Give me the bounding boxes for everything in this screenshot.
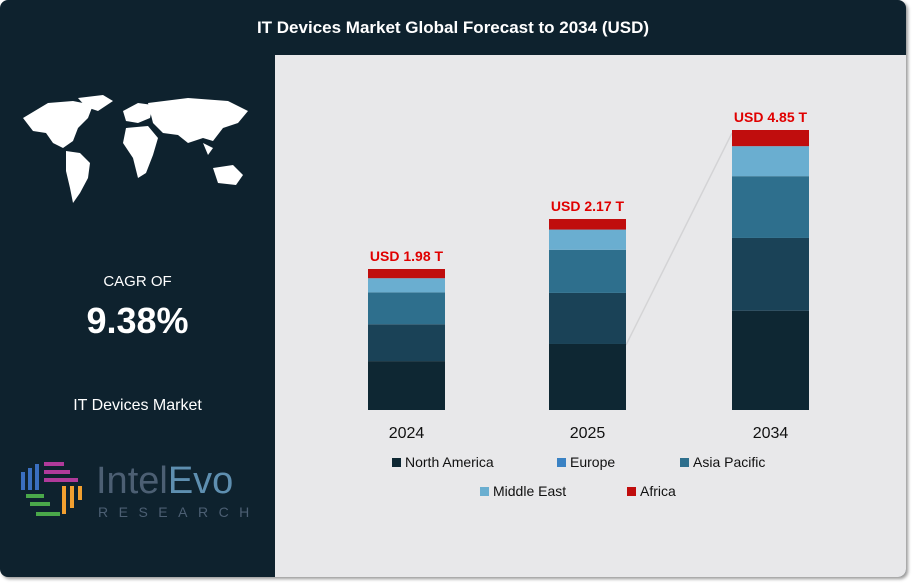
total-label: USD 2.17 T	[551, 198, 625, 214]
market-name: IT Devices Market	[73, 397, 202, 414]
plot-area: USD 1.98 T 2024 USD 2.17 T 2025 USD 4.85 T 20…	[275, 55, 906, 577]
logo-mark-icon	[21, 462, 82, 516]
bar-segment-asia-pacific-2025	[549, 249, 626, 293]
legend-swatch	[680, 458, 689, 467]
legend-swatch	[480, 487, 489, 496]
cagr-label: CAGR OF	[103, 273, 172, 290]
bar-segment-middle-east-2024	[368, 278, 445, 293]
bar-segment-north-america-2025	[549, 343, 626, 410]
legend-label: Africa	[640, 483, 676, 499]
logo-tagline: RESEARCH	[98, 504, 260, 520]
bar-segment-europe-2034	[732, 237, 809, 311]
legend-swatch	[392, 458, 401, 467]
world-map-icon	[23, 95, 248, 203]
x-tick-label: 2024	[389, 425, 425, 442]
legend-label: North America	[405, 454, 494, 470]
legend-swatch	[557, 458, 566, 467]
bar-segment-africa-2024	[368, 269, 445, 279]
x-tick-label: 2025	[570, 425, 606, 442]
stacked-bar-chart: USD 1.98 T 2024 USD 2.17 T 2025 USD 4.85 T 20…	[368, 109, 809, 499]
bar-segment-europe-2024	[368, 324, 445, 362]
bar-segment-europe-2025	[549, 292, 626, 344]
trend-line	[625, 132, 733, 346]
bar-segment-middle-east-2034	[732, 146, 809, 177]
cagr-value: 9.38%	[86, 300, 189, 341]
bar-segment-asia-pacific-2034	[732, 176, 809, 238]
total-label: USD 4.85 T	[734, 109, 808, 125]
legend-swatch	[627, 487, 636, 496]
bar-segment-africa-2034	[732, 130, 809, 147]
left-panel: CAGR OF 9.38% IT Devices Market IntelEvo…	[0, 55, 275, 577]
chart-title: IT Devices Market Global Forecast to 203…	[256, 18, 650, 37]
legend-label: Europe	[570, 454, 615, 470]
x-tick-label: 2034	[753, 425, 789, 442]
intelevo-logo: IntelEvo RESEARCH	[20, 460, 249, 529]
bar-segment-africa-2025	[549, 219, 626, 230]
bar-segment-middle-east-2025	[549, 229, 626, 250]
bar-segment-north-america-2034	[732, 310, 809, 410]
logo-name: IntelEvo	[96, 460, 234, 502]
bar-segment-north-america-2024	[368, 361, 445, 410]
bar-segment-asia-pacific-2024	[368, 292, 445, 325]
total-label: USD 1.98 T	[370, 248, 444, 264]
legend-label: Middle East	[493, 483, 566, 499]
legend-label: Asia Pacific	[693, 454, 765, 470]
